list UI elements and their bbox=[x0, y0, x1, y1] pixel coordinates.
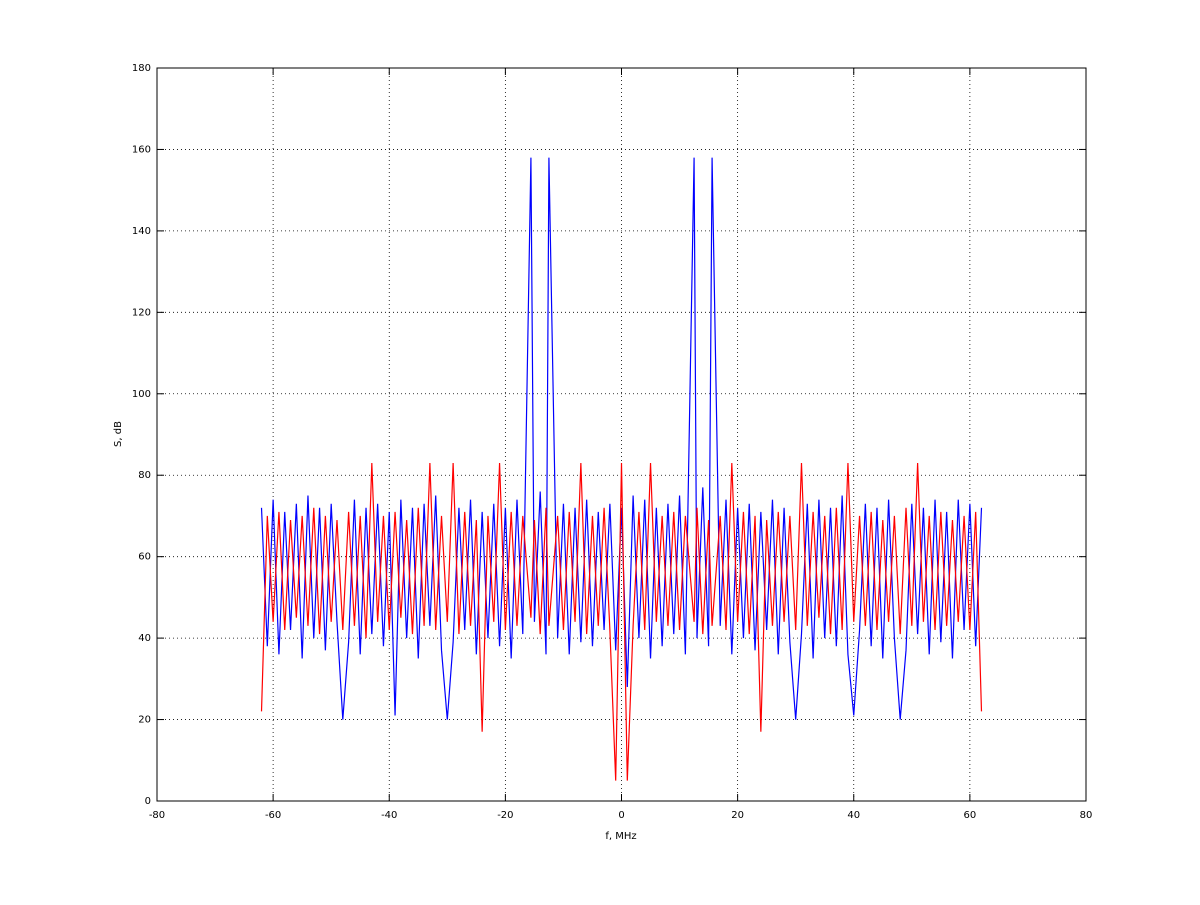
x-tick-label: -40 bbox=[381, 810, 397, 821]
data-line bbox=[260, 462, 983, 781]
y-tick-label: 60 bbox=[138, 552, 151, 563]
y-axis-label: S, dB bbox=[113, 421, 124, 447]
y-tick-label: 100 bbox=[132, 389, 151, 400]
y-tick-label: 40 bbox=[138, 633, 151, 644]
x-tick-label: -80 bbox=[149, 810, 165, 821]
y-tick-label: 0 bbox=[145, 796, 151, 807]
y-tick-label: 160 bbox=[132, 144, 151, 155]
y-tick-label: 140 bbox=[132, 226, 151, 237]
x-tick-label: -20 bbox=[497, 810, 513, 821]
y-tick-label: 180 bbox=[132, 63, 151, 74]
x-axis-label: f, MHz bbox=[605, 831, 636, 842]
x-tick-label: 60 bbox=[964, 810, 977, 821]
x-tick-label: 80 bbox=[1080, 810, 1093, 821]
data-line bbox=[260, 157, 983, 720]
y-tick-label: 80 bbox=[138, 470, 151, 481]
x-tick-label: 40 bbox=[847, 810, 860, 821]
y-tick-label: 120 bbox=[132, 307, 151, 318]
x-tick-label: -60 bbox=[265, 810, 281, 821]
y-tick-label: 20 bbox=[138, 715, 151, 726]
x-tick-label: 20 bbox=[731, 810, 744, 821]
x-tick-label: 0 bbox=[618, 810, 624, 821]
